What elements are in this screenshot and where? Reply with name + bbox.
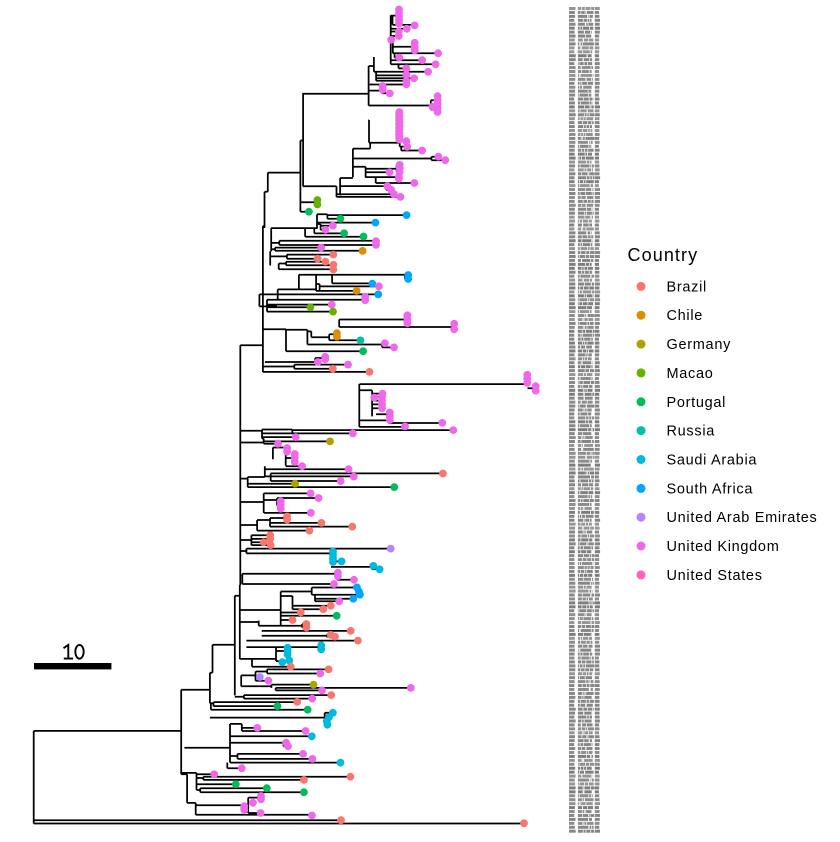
svg-text:Portugal: Portugal bbox=[667, 395, 727, 411]
svg-text:United Arab Emirates: United Arab Emirates bbox=[667, 510, 818, 526]
svg-text:Russia: Russia bbox=[667, 424, 716, 440]
svg-text:Macao: Macao bbox=[667, 366, 714, 382]
svg-text:South Africa: South Africa bbox=[667, 481, 754, 497]
svg-text:Brazil: Brazil bbox=[667, 279, 707, 295]
svg-text:United States: United States bbox=[667, 568, 763, 584]
svg-text:Chile: Chile bbox=[667, 308, 704, 324]
svg-text:United Kingdom: United Kingdom bbox=[667, 539, 780, 555]
svg-text:Germany: Germany bbox=[667, 337, 732, 353]
svg-text:Country: Country bbox=[628, 245, 699, 265]
svg-text:Saudi Arabia: Saudi Arabia bbox=[667, 453, 758, 469]
